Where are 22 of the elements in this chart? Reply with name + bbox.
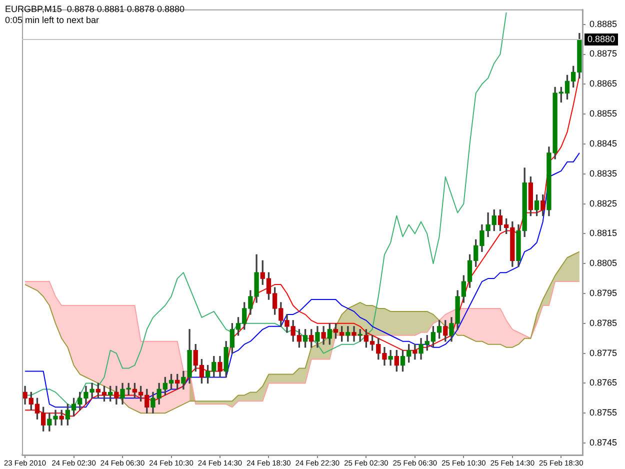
candlestick [346, 326, 350, 342]
y-tick-label: 0.8855 [589, 108, 618, 119]
y-tick-label: 0.8815 [589, 228, 618, 238]
y-tick-label: 0.8745 [589, 438, 618, 448]
y-tick-label: 0.8865 [589, 78, 618, 89]
chart-title: EURGBP,M15 0.8878 0.8881 0.8878 0.8880 [5, 4, 184, 15]
y-tick-label: 0.8785 [589, 318, 618, 328]
y-tick-label: 0.8845 [589, 138, 618, 148]
y-tick-label: 0.8835 [589, 168, 618, 178]
y-tick-label: 0.8765 [589, 378, 618, 388]
y-tick-label: 0.8775 [589, 348, 618, 358]
y-tick-label: 0.8885 [589, 18, 618, 29]
text: 0:05 min left to next bar [5, 15, 100, 26]
y-tick-label: 0.8825 [589, 198, 618, 208]
y-tick-label: 0.8755 [589, 408, 618, 418]
candlestick [412, 344, 418, 360]
ref-line-label: 0.8880 [587, 34, 616, 44]
y-tick-label: 0.8805 [589, 258, 618, 268]
y-tick-label: 0.8875 [589, 48, 618, 59]
candlestick [388, 350, 393, 366]
y-tick-label: 0.8795 [589, 288, 618, 298]
candlestick [352, 326, 356, 342]
